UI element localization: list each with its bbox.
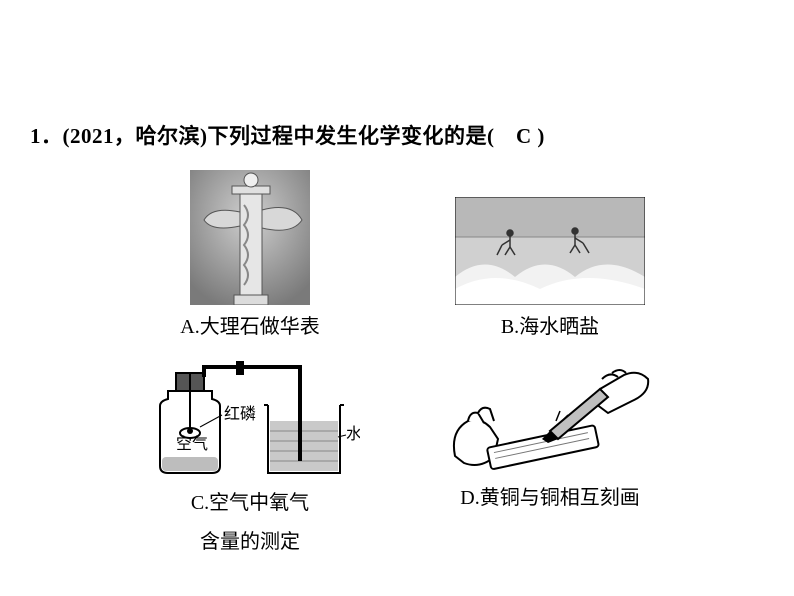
answer-letter: C xyxy=(516,124,532,148)
option-d-caption: D.黄铜与铜相互刻画 xyxy=(460,482,639,514)
option-caption-text: 空气中氧气 xyxy=(209,492,309,514)
illustration-scratch-test xyxy=(450,361,650,476)
option-c-caption: C.空气中氧气 xyxy=(191,487,309,519)
option-letter: C. xyxy=(191,492,209,514)
question-close: ) xyxy=(537,124,545,148)
question-stem: 1．(2021，哈尔滨)下列过程中发生化学变化的是( C ) xyxy=(30,120,545,150)
option-b-caption: B.海水晒盐 xyxy=(501,311,599,343)
question-source: (2021，哈尔滨) xyxy=(63,124,208,148)
option-a-caption: A.大理石做华表 xyxy=(180,311,319,343)
option-letter: B. xyxy=(501,316,519,338)
option-letter: D. xyxy=(460,487,479,509)
illustration-salt xyxy=(455,197,645,305)
option-b: B.海水晒盐 xyxy=(420,197,680,343)
option-caption-text: 大理石做华表 xyxy=(200,316,320,338)
illustration-oxygen-apparatus: 红磷 空气 水 xyxy=(140,361,360,481)
label-water: 水 xyxy=(346,425,360,443)
option-c-caption-line2: 含量的测定 xyxy=(200,525,300,554)
option-a: A.大理石做华表 xyxy=(120,170,380,343)
option-caption-text: 黄铜与铜相互刻画 xyxy=(480,487,640,509)
illustration-huabiao xyxy=(190,170,310,305)
option-caption-text: 海水晒盐 xyxy=(519,316,599,338)
question-text: 下列过程中发生化学变化的是( xyxy=(208,124,495,148)
label-phosphorus: 红磷 xyxy=(224,405,256,423)
options-grid: A.大理石做华表 xyxy=(120,170,680,554)
option-c: 红磷 空气 水 C.空气中氧气 含量的测定 xyxy=(120,361,380,554)
options-row-1: A.大理石做华表 xyxy=(120,170,680,343)
option-letter: A. xyxy=(180,316,199,338)
option-d: D.黄铜与铜相互刻画 xyxy=(420,361,680,514)
question-number: 1． xyxy=(30,124,63,148)
label-air: 空气 xyxy=(176,435,208,453)
options-row-2: 红磷 空气 水 C.空气中氧气 含量的测定 xyxy=(120,361,680,554)
